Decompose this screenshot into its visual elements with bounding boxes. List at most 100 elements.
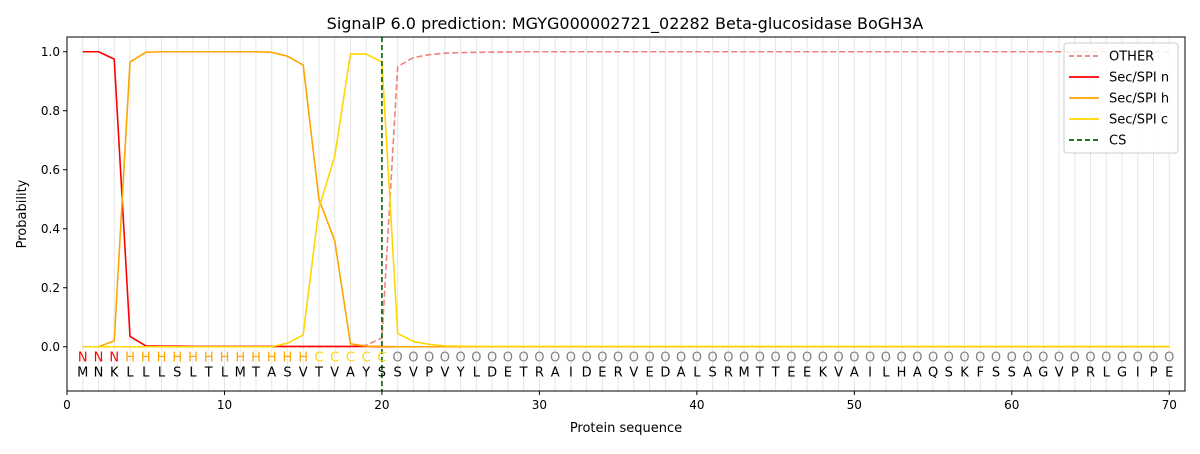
region-label: C bbox=[346, 351, 355, 366]
residue-label: A bbox=[1023, 365, 1032, 380]
residue-label: V bbox=[409, 365, 418, 380]
x-tick-label: 60 bbox=[1004, 398, 1019, 412]
x-tick-label: 10 bbox=[217, 398, 232, 412]
residue-label: F bbox=[977, 365, 984, 380]
region-label: O bbox=[959, 351, 969, 366]
region-label: O bbox=[1101, 351, 1111, 366]
region-label: O bbox=[928, 351, 938, 366]
legend-label: OTHER bbox=[1109, 50, 1154, 65]
region-label: H bbox=[125, 351, 135, 366]
region-label: O bbox=[487, 351, 497, 366]
residue-label: T bbox=[519, 365, 528, 380]
region-label: O bbox=[1085, 351, 1095, 366]
region-label: O bbox=[613, 351, 623, 366]
sequence-letters: NMNNNKHLHLHLHSHLHTHLHMHTHAHSHVCTCVCACYCS… bbox=[77, 351, 1174, 381]
region-label: O bbox=[1133, 351, 1143, 366]
region-label: O bbox=[912, 351, 922, 366]
region-label: O bbox=[1007, 351, 1017, 366]
residue-label: L bbox=[221, 365, 229, 380]
residue-label: T bbox=[755, 365, 764, 380]
region-label: O bbox=[991, 351, 1001, 366]
residue-label: T bbox=[251, 365, 260, 380]
region-label: O bbox=[424, 351, 434, 366]
region-label: H bbox=[220, 351, 230, 366]
series-layer bbox=[82, 50, 1170, 348]
residue-label: S bbox=[394, 365, 402, 380]
residue-label: N bbox=[94, 365, 104, 380]
region-label: O bbox=[755, 351, 765, 366]
region-label: H bbox=[283, 351, 293, 366]
residue-label: L bbox=[1103, 365, 1111, 380]
x-axis-label: Protein sequence bbox=[570, 421, 682, 436]
region-label: H bbox=[251, 351, 261, 366]
y-tick-label: 0.2 bbox=[41, 281, 60, 295]
region-label: O bbox=[692, 351, 702, 366]
residue-label: R bbox=[724, 365, 733, 380]
region-label: O bbox=[707, 351, 717, 366]
residue-label: T bbox=[771, 365, 780, 380]
region-label: O bbox=[408, 351, 418, 366]
residue-label: V bbox=[1055, 365, 1064, 380]
residue-label: S bbox=[708, 365, 716, 380]
region-label: C bbox=[330, 351, 339, 366]
residue-label: V bbox=[440, 365, 449, 380]
region-label: N bbox=[109, 351, 119, 366]
region-label: O bbox=[865, 351, 875, 366]
region-label: O bbox=[1070, 351, 1080, 366]
region-label: C bbox=[362, 351, 371, 366]
region-label: H bbox=[141, 351, 151, 366]
residue-label: R bbox=[1086, 365, 1095, 380]
region-label: O bbox=[1054, 351, 1064, 366]
x-tick-label: 50 bbox=[847, 398, 862, 412]
residue-label: G bbox=[1117, 365, 1127, 380]
residue-label: D bbox=[582, 365, 592, 380]
region-label: O bbox=[1038, 351, 1048, 366]
region-label: H bbox=[157, 351, 167, 366]
region-label: O bbox=[770, 351, 780, 366]
residue-label: K bbox=[960, 365, 969, 380]
residue-label: M bbox=[738, 365, 749, 380]
region-label: O bbox=[818, 351, 828, 366]
residue-label: L bbox=[189, 365, 197, 380]
legend-label: CS bbox=[1109, 134, 1126, 149]
axes-layer: 0 10 20 30 40 50 60 70 0.0 0.2 0.4 0.6 0.8 1.0 bbox=[41, 45, 1177, 412]
region-label: O bbox=[1117, 351, 1127, 366]
region-label: O bbox=[660, 351, 670, 366]
legend: OTHER Sec/SPI n Sec/SPI h Sec/SPI c CS bbox=[1063, 42, 1179, 154]
residue-label: Y bbox=[361, 365, 370, 380]
region-label: O bbox=[550, 351, 560, 366]
y-axis-label: Probability bbox=[15, 179, 30, 248]
x-tick-label: 30 bbox=[532, 398, 547, 412]
residue-label: H bbox=[897, 365, 907, 380]
residue-label: T bbox=[314, 365, 323, 380]
residue-label: E bbox=[504, 365, 512, 380]
region-label: N bbox=[94, 351, 104, 366]
series-line-other bbox=[82, 50, 1170, 348]
region-label: O bbox=[1164, 351, 1174, 366]
region-label: C bbox=[377, 351, 386, 366]
residue-label: L bbox=[693, 365, 701, 380]
y-tick-label: 1.0 bbox=[41, 45, 60, 59]
region-label: O bbox=[566, 351, 576, 366]
region-label: O bbox=[896, 351, 906, 366]
region-label: O bbox=[739, 351, 749, 366]
residue-label: I bbox=[569, 365, 573, 380]
region-label: H bbox=[188, 351, 198, 366]
region-label: O bbox=[944, 351, 954, 366]
region-label: O bbox=[393, 351, 403, 366]
y-tick-label: 0.6 bbox=[41, 163, 60, 177]
y-tick-label: 0.8 bbox=[41, 104, 60, 118]
region-label: O bbox=[597, 351, 607, 366]
residue-label: L bbox=[126, 365, 134, 380]
residue-label: S bbox=[1008, 365, 1016, 380]
plot-frame bbox=[66, 36, 1186, 392]
region-label: N bbox=[78, 351, 88, 366]
region-label: H bbox=[267, 351, 277, 366]
residue-label: E bbox=[787, 365, 795, 380]
region-label: O bbox=[471, 351, 481, 366]
residue-label: A bbox=[551, 365, 560, 380]
residue-label: S bbox=[283, 365, 291, 380]
residue-label: A bbox=[913, 365, 922, 380]
